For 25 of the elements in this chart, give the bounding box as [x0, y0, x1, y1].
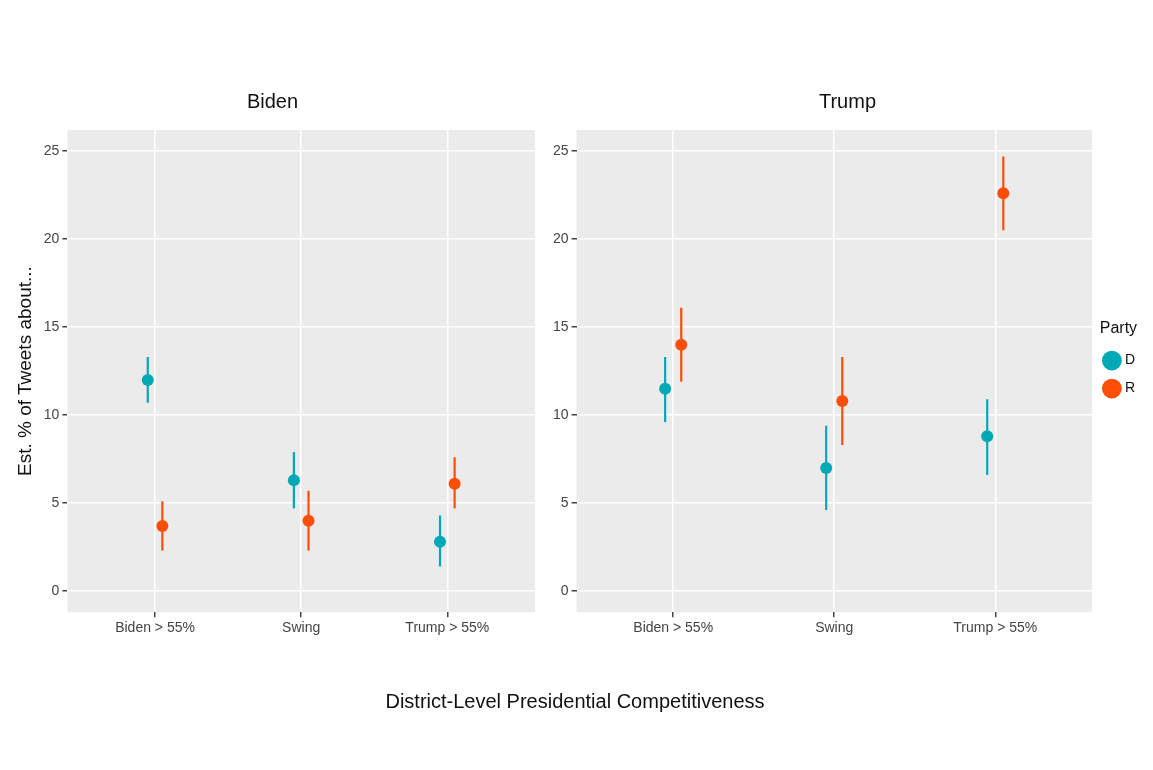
x-tick-label: Trump > 55%	[405, 619, 490, 636]
y-tick-label: 20	[43, 229, 60, 246]
y-tick-label: 5	[51, 493, 60, 510]
y-tick-label: 25	[43, 141, 60, 158]
y-axis-title: Est. % of Tweets about...	[13, 266, 35, 477]
x-tick-label: Biden > 55%	[633, 619, 714, 636]
legend-title: Party	[1099, 318, 1138, 336]
y-tick-label: 5	[560, 493, 569, 510]
y-tick-label: 0	[51, 581, 60, 598]
x-tick-label: Swing	[282, 619, 321, 636]
y-tick-label: 15	[43, 317, 60, 334]
legend-label: R	[1124, 379, 1136, 396]
y-tick-label: 10	[552, 405, 569, 422]
y-tick-label: 20	[552, 229, 569, 246]
y-tick-label: 25	[552, 141, 569, 158]
y-tick-label: 10	[43, 405, 60, 422]
x-tick-label: Biden > 55%	[115, 619, 195, 636]
chart-title: Biden	[246, 89, 299, 112]
x-axis-title: District-Level Presidential Competitiveness	[384, 690, 766, 713]
y-tick-label: 0	[560, 581, 569, 598]
x-tick-label: Swing	[815, 619, 854, 636]
legend-label: D	[1124, 351, 1136, 368]
chart-title: Trump	[818, 89, 877, 112]
y-tick-label: 15	[552, 317, 569, 334]
x-tick-label: Trump > 55%	[953, 619, 1038, 636]
